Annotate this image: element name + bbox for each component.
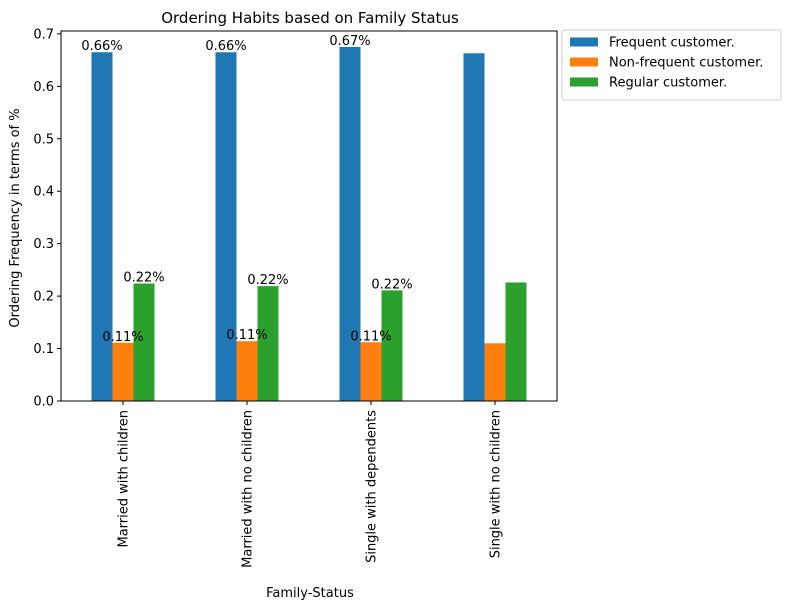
- chart-title: Ordering Habits based on Family Status: [161, 9, 459, 27]
- x-tick-label: Single with no children: [489, 410, 504, 558]
- x-tick-label: Married with children: [117, 410, 132, 548]
- bar: [257, 286, 279, 401]
- y-tick-label: 0.1: [33, 342, 54, 357]
- data-label: 0.67%: [329, 34, 370, 49]
- x-tick-label: Married with no children: [241, 410, 256, 568]
- bar: [91, 52, 113, 401]
- bars: [91, 46, 527, 402]
- bar: [339, 46, 361, 401]
- bar: [505, 282, 527, 401]
- data-label: 0.11%: [350, 329, 391, 344]
- y-tick-label: 0.7: [33, 27, 54, 42]
- bar: [133, 283, 155, 401]
- bar: [463, 53, 485, 402]
- legend-label: Regular customer.: [609, 76, 727, 91]
- y-tick-label: 0.0: [33, 395, 54, 410]
- data-label: 0.22%: [371, 277, 412, 292]
- data-label: 0.22%: [247, 273, 288, 288]
- bar: [112, 342, 134, 401]
- legend-swatch: [570, 77, 598, 87]
- bar: [381, 290, 403, 401]
- bar: [360, 342, 382, 401]
- x-axis-label: Family-Status: [266, 586, 354, 601]
- data-label: 0.66%: [205, 39, 246, 54]
- data-label: 0.11%: [226, 328, 267, 343]
- legend: Frequent customer. Non-frequent customer.…: [561, 29, 782, 101]
- y-tick-label: 0.3: [33, 237, 54, 252]
- y-axis: 0.0 0.1 0.2 0.3 0.4 0.5 0.6 0.7: [33, 27, 61, 410]
- legend-swatch: [570, 37, 598, 47]
- legend-swatch: [570, 57, 598, 67]
- data-label: 0.11%: [102, 330, 143, 345]
- x-axis: Married with children Married with no chi…: [117, 401, 504, 568]
- y-tick-label: 0.5: [33, 132, 54, 147]
- legend-frame: [561, 29, 782, 101]
- data-labels: 0.66% 0.11% 0.22% 0.66% 0.11% 0.22% 0.67% 0.11%…: [81, 34, 412, 345]
- data-label: 0.66%: [81, 39, 122, 54]
- y-tick-label: 0.4: [33, 185, 54, 200]
- x-tick-label: Single with dependents: [365, 410, 380, 563]
- bar: [215, 52, 237, 401]
- data-label: 0.22%: [123, 271, 164, 286]
- bar: [484, 343, 506, 401]
- bar: [236, 341, 258, 401]
- plot-frame: [60, 30, 558, 402]
- y-tick-label: 0.2: [33, 290, 54, 305]
- legend-label: Non-frequent customer.: [609, 56, 763, 71]
- y-axis-label: Ordering Frequency in terms of %: [8, 108, 23, 327]
- y-tick-label: 0.6: [33, 80, 54, 95]
- legend-label: Frequent customer.: [609, 36, 735, 51]
